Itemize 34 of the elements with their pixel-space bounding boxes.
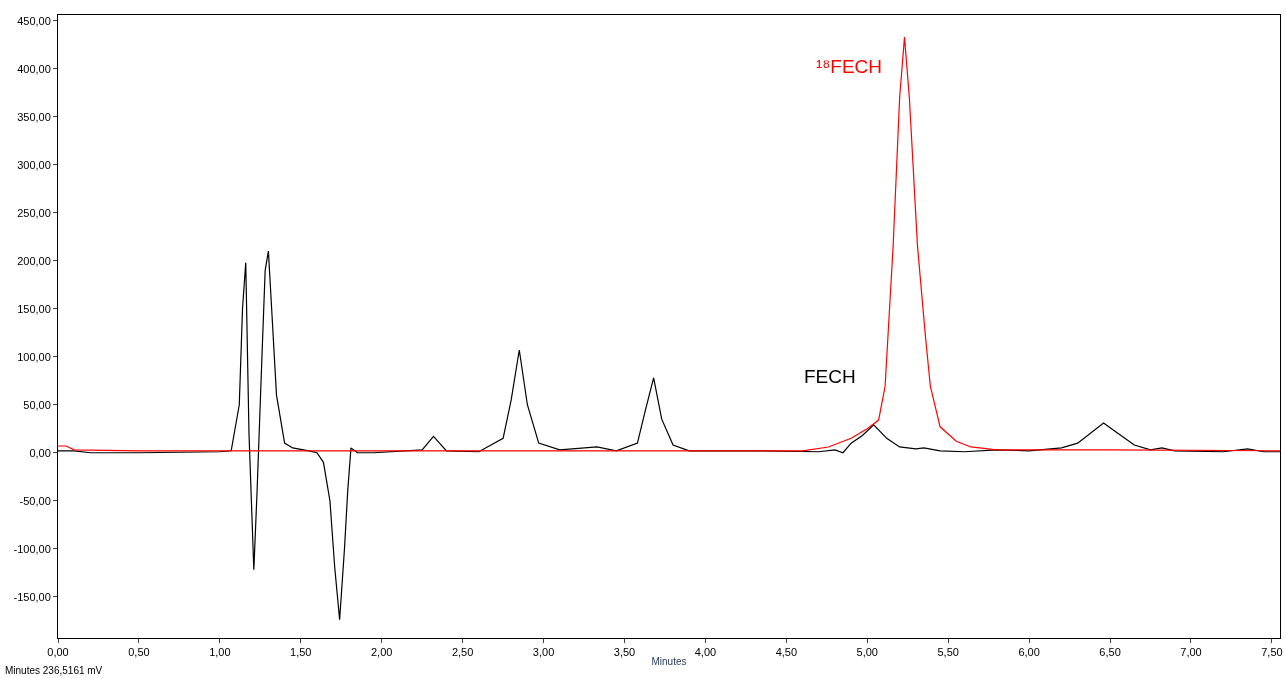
annotation: ¹⁸FECH (816, 56, 883, 77)
y-tick-label: -100,00 (13, 542, 51, 555)
x-tick-label: 6,50 (1099, 646, 1121, 659)
y-tick-label: 350,00 (17, 110, 51, 123)
y-tick-label: 250,00 (17, 206, 51, 219)
x-tick-label: 5,00 (856, 646, 878, 659)
y-tick-label: 450,00 (17, 14, 51, 27)
x-tick-label: 0,50 (128, 646, 150, 659)
x-tick-label: 1,50 (290, 646, 312, 659)
x-tick-label: 4,50 (775, 646, 798, 659)
x-tick-label: 3,50 (613, 646, 636, 659)
x-tick-label: 2,00 (371, 646, 393, 659)
x-tick-label: 6,00 (1018, 646, 1040, 659)
text: Minutes 236,5161 mV (5, 665, 103, 676)
y-tick-label: 200,00 (17, 254, 51, 267)
y-tick-label: 50,00 (23, 398, 51, 411)
x-tick-label: 0,00 (47, 646, 69, 659)
x-tick-label: 7,00 (1180, 646, 1202, 659)
x-tick-label: 4,00 (694, 646, 717, 659)
y-tick-label: 300,00 (17, 158, 51, 171)
x-tick-label: 1,00 (209, 646, 231, 659)
line-series (58, 36, 1280, 452)
x-tick-label: 7,50 (1261, 646, 1283, 659)
y-tick-label: 150,00 (17, 302, 51, 315)
x-tick-label: 5,50 (937, 646, 959, 659)
y-tick-label: -150,00 (13, 590, 51, 603)
annotation: FECH (804, 366, 856, 387)
y-tick-label: 100,00 (17, 350, 51, 363)
x-tick-label: 2,50 (451, 646, 474, 659)
x-axis-title: Minutes (651, 655, 687, 667)
y-tick-label: -50,00 (19, 494, 51, 507)
x-tick-label: 3,00 (532, 646, 555, 659)
y-tick-label: 0,00 (29, 446, 51, 459)
y-tick-label: 400,00 (17, 62, 51, 75)
